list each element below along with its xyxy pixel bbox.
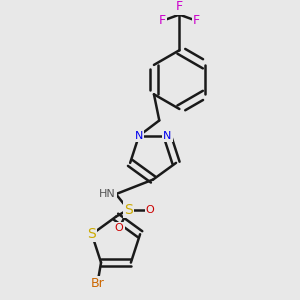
Text: S: S (88, 227, 96, 241)
Text: N: N (163, 131, 172, 141)
Text: F: F (176, 0, 183, 14)
Text: N: N (135, 131, 143, 141)
Text: O: O (146, 205, 154, 214)
Text: F: F (193, 14, 200, 27)
Text: Br: Br (91, 277, 104, 290)
Text: S: S (124, 202, 133, 217)
Text: F: F (159, 14, 166, 27)
Text: O: O (115, 223, 123, 233)
Text: HN: HN (99, 189, 116, 199)
